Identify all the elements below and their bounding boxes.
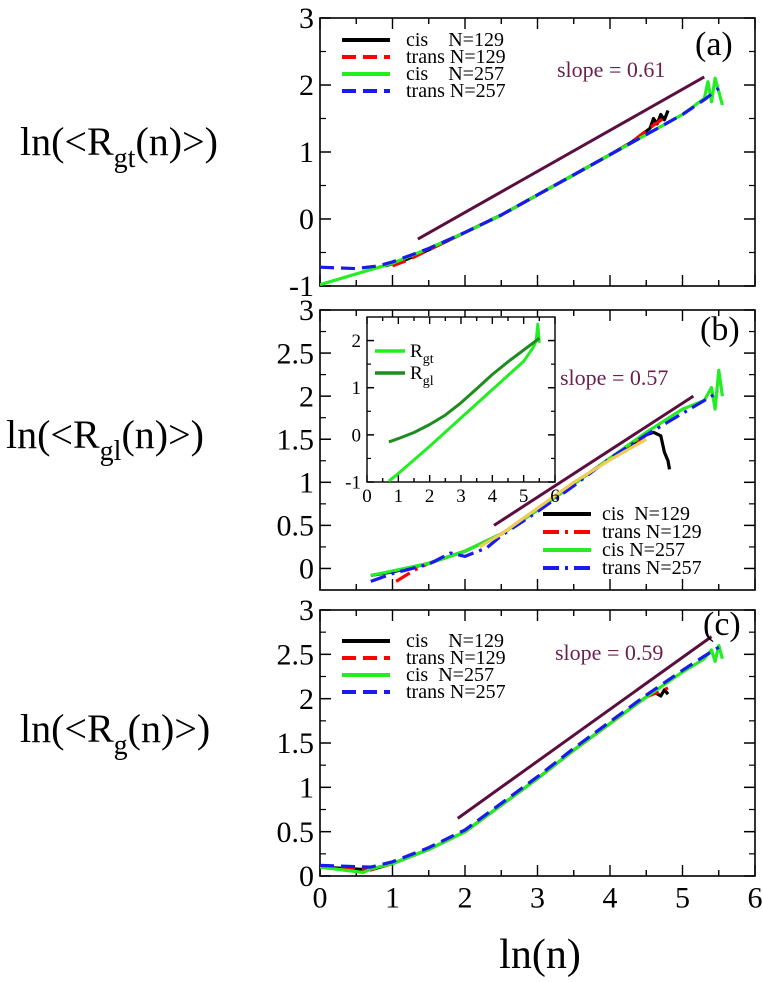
legend-label-3: trans N=257: [406, 681, 506, 703]
panel-a: -1 0 1 2 3 slope = 0.61 (a) ln(<Rgt(n)>) cis N=1…: [20, 2, 756, 303]
legend-label-1: trans N=129: [406, 46, 506, 68]
axis-ytick-label: -1: [289, 270, 314, 303]
axis-xtick-label: 3: [530, 882, 545, 915]
slope-annotation: slope = 0.61: [557, 57, 665, 82]
inset-axis-ytick-label: -1: [345, 472, 361, 493]
inset-axis-xtick-label: 6: [550, 486, 560, 507]
inset-axis-ytick-label: 0: [352, 425, 362, 446]
axis-ytick-label: 0: [299, 553, 314, 586]
inset-data-layer: [387, 322, 541, 482]
x-axis-label: ln(n): [499, 932, 581, 978]
inset-axis-xtick-label: 5: [519, 486, 529, 507]
inset-series-line-1: [388, 337, 541, 444]
panel-label: (a): [695, 26, 733, 63]
panel-b: 0 0.5 1 1.5 2 2.5 3 slope = 0.57 (b) ln(<Rgl(n)>)…: [6, 294, 756, 591]
data-layer: [320, 635, 724, 875]
slope-line: [493, 394, 695, 527]
axis-ytick-label: 2.5: [277, 639, 315, 672]
axis-ytick-label: 2: [299, 683, 314, 716]
panel-label: (c): [703, 606, 741, 643]
axis-ytick-label: 1: [299, 772, 314, 805]
axis-ytick-label: 1.5: [277, 727, 315, 760]
inset-axis-xtick-label: 3: [456, 486, 466, 507]
axis-ytick-label: 0.5: [277, 816, 315, 849]
axis-xtick-label: 6: [748, 882, 763, 915]
legend-label-1: trans N=129: [406, 647, 506, 669]
axis-ytick-label: 3: [299, 594, 314, 627]
inset-axis-xtick-label: 1: [394, 486, 404, 507]
axis-ytick-label: 2: [299, 380, 314, 413]
legend-label-3: trans N=257: [602, 557, 702, 579]
inset-legend-label-0: Rgt: [410, 341, 434, 367]
panel-c: 0 0.5 1 1.5 2 2.5 3 0 1 2 3 4 5 6 slope = 0.59 (c) ln(<R…: [20, 594, 763, 914]
slope-annotation: slope = 0.59: [555, 640, 663, 665]
axis-ytick-label: 0: [299, 860, 314, 893]
legend-label-3: trans N=257: [406, 80, 506, 102]
axis-ytick-label: 0.5: [277, 510, 315, 543]
inset-axis-ytick-label: 1: [352, 378, 362, 399]
legend-label-2: cis N=257: [406, 664, 494, 686]
axis-xtick-label: 4: [603, 882, 618, 915]
y-axis-label: ln(<Rg(n)>): [20, 706, 210, 761]
data-layer: [320, 75, 724, 286]
inset-axis-xtick-label: 2: [425, 486, 435, 507]
y-axis-label: ln(<Rgl(n)>): [6, 412, 204, 467]
inset-series-line-0: [387, 322, 541, 482]
axis-ytick-label: 1: [299, 467, 314, 500]
series-line-3: [320, 645, 720, 869]
axis-xtick-label: 2: [458, 882, 473, 915]
series-line-1: [320, 686, 669, 872]
inset-axis-xtick-label: 0: [362, 486, 372, 507]
slope-annotation: slope = 0.57: [560, 365, 668, 390]
slope-line: [456, 635, 713, 820]
series-line-3: [370, 390, 720, 583]
inset-frame: [366, 316, 556, 483]
legend-label-0: cis N=129: [406, 29, 504, 51]
legend-label-0: cis N=129: [602, 503, 690, 525]
slope-line: [417, 75, 705, 241]
axis-xtick-label: 5: [675, 882, 690, 915]
axis-xtick-label: 1: [385, 882, 400, 915]
legend-label-2: cis N=257: [406, 63, 504, 85]
series-line-2: [320, 643, 724, 875]
series-line-3: [320, 87, 720, 271]
series-line-1: [391, 113, 669, 268]
axis-ytick-label: 2.5: [277, 337, 315, 370]
data-layer: [370, 368, 724, 583]
axis-ytick-label: 3: [299, 2, 314, 35]
legend-label-2: cis N=257: [602, 539, 685, 561]
axis-ytick-label: 2: [299, 69, 314, 102]
panel-label: (b): [700, 311, 740, 348]
inset-legend-label-1: Rgl: [410, 363, 434, 389]
axis-ytick-label: 1: [299, 136, 314, 169]
series-line-4: [478, 437, 648, 549]
axis-ytick-label: 0: [299, 203, 314, 236]
axis-ytick-label: 3: [299, 294, 314, 327]
y-axis-label: ln(<Rgt(n)>): [20, 119, 218, 174]
axis-ytick-label: 1.5: [277, 423, 315, 456]
axis-xtick-label: 0: [313, 882, 328, 915]
legend-label-0: cis N=129: [406, 630, 504, 652]
legend-label-1: trans N=129: [602, 521, 702, 543]
series-line-0: [384, 109, 670, 268]
inset-axis-xtick-label: 4: [488, 486, 498, 507]
plot-frame: [319, 609, 756, 877]
inset-axis-ytick-label: 2: [352, 331, 362, 352]
